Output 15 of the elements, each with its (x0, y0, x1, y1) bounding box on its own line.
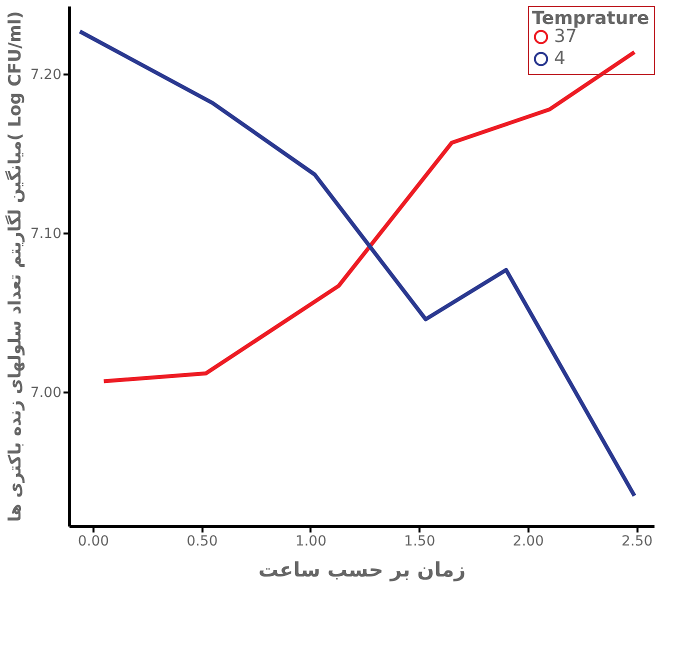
x-axis-title: زمان بر حسب ساعت (258, 558, 466, 582)
y-tick-label: 7.20 (30, 66, 62, 83)
legend-label: 4 (554, 48, 566, 69)
x-tick-label: 1.50 (404, 534, 436, 550)
x-tick-label: 2.00 (512, 534, 544, 550)
x-tick-label: 2.50 (622, 534, 653, 550)
x-tick-label: 0.50 (186, 534, 218, 550)
legend-title: Temprature (532, 8, 650, 29)
y-tick-label: 7.10 (30, 226, 62, 242)
x-tick-label: 1.00 (295, 534, 326, 550)
y-axis-title: میانگین لگاریتم تعداد سلولهای زنده باکتری ها( Log CFU/ml) (4, 11, 26, 522)
x-tick-label: 0.00 (78, 534, 110, 550)
line-series (78, 29, 636, 498)
y-tick-label: 7.00 (30, 384, 62, 401)
line-series (102, 50, 636, 384)
